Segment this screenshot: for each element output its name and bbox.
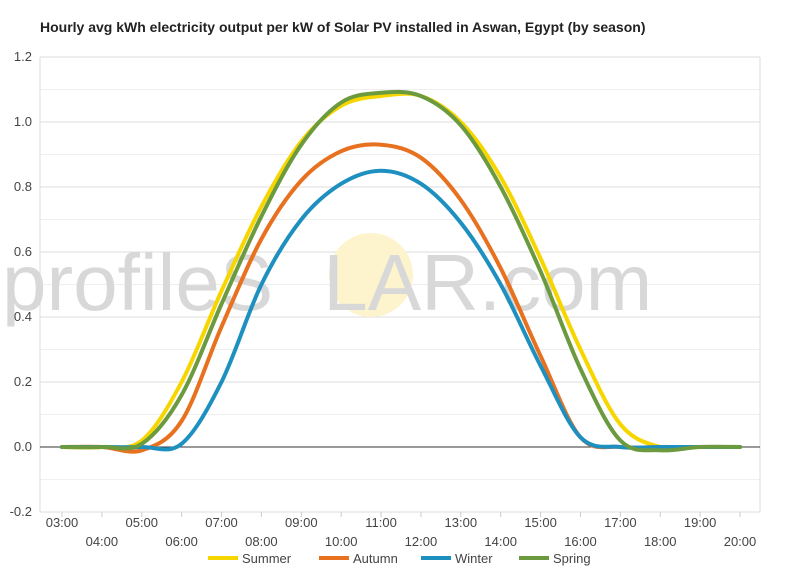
- legend-label-summer: Summer: [242, 551, 292, 566]
- x-tick-label: 16:00: [564, 534, 597, 549]
- watermark-sun-icon: [329, 233, 413, 317]
- legend-item-winter[interactable]: Winter: [421, 551, 493, 566]
- y-tick-label: 0.0: [14, 439, 32, 454]
- watermark-text-left: profile: [2, 238, 220, 327]
- series-line-spring: [60, 89, 742, 453]
- x-tick-label: 17:00: [604, 515, 637, 530]
- y-tick-label: 1.2: [14, 49, 32, 64]
- y-tick-label: 0.4: [14, 309, 32, 324]
- x-tick-label: 05:00: [125, 515, 158, 530]
- x-tick-label: 11:00: [365, 515, 397, 530]
- x-tick-label: 13:00: [445, 515, 478, 530]
- y-tick-label: 1.0: [14, 114, 32, 129]
- legend: Summer Autumn Winter Spring: [208, 551, 591, 566]
- chart-title: Hourly avg kWh electricity output per kW…: [40, 19, 646, 35]
- x-tick-label: 18:00: [644, 534, 677, 549]
- x-tick-label: 15:00: [524, 515, 557, 530]
- x-tick-label: 20:00: [724, 534, 757, 549]
- y-tick-label: -0.2: [10, 504, 32, 519]
- y-tick-label: 0.8: [14, 179, 32, 194]
- x-tick-label: 19:00: [684, 515, 717, 530]
- series-lines: [60, 89, 742, 454]
- y-tick-label: 0.6: [14, 244, 32, 259]
- x-tick-label: 09:00: [285, 515, 318, 530]
- x-tick-label: 06:00: [165, 534, 198, 549]
- watermark-text-right: LAR.com: [323, 238, 652, 327]
- x-tick-label: 12:00: [405, 534, 438, 549]
- x-tick-label: 07:00: [205, 515, 238, 530]
- series-line-winter: [60, 168, 742, 452]
- y-axis: -0.2 0.0 0.2 0.4 0.6 0.8 1.0 1.2: [10, 49, 32, 519]
- watermark: profileS LAR.com: [2, 233, 652, 327]
- x-axis: 03:00 04:00 05:00 06:00 07:00 08:00 09:00 10:00…: [46, 512, 757, 549]
- legend-label-spring: Spring: [553, 551, 591, 566]
- x-tick-label: 08:00: [245, 534, 278, 549]
- legend-label-autumn: Autumn: [353, 551, 398, 566]
- x-tick-label: 14:00: [484, 534, 517, 549]
- legend-label-winter: Winter: [455, 551, 493, 566]
- legend-item-autumn[interactable]: Autumn: [319, 551, 398, 566]
- x-tick-label: 03:00: [46, 515, 79, 530]
- legend-item-spring[interactable]: Spring: [519, 551, 591, 566]
- x-tick-label: 10:00: [325, 534, 358, 549]
- y-tick-label: 0.2: [14, 374, 32, 389]
- x-tick-label: 04:00: [86, 534, 119, 549]
- legend-item-summer[interactable]: Summer: [208, 551, 292, 566]
